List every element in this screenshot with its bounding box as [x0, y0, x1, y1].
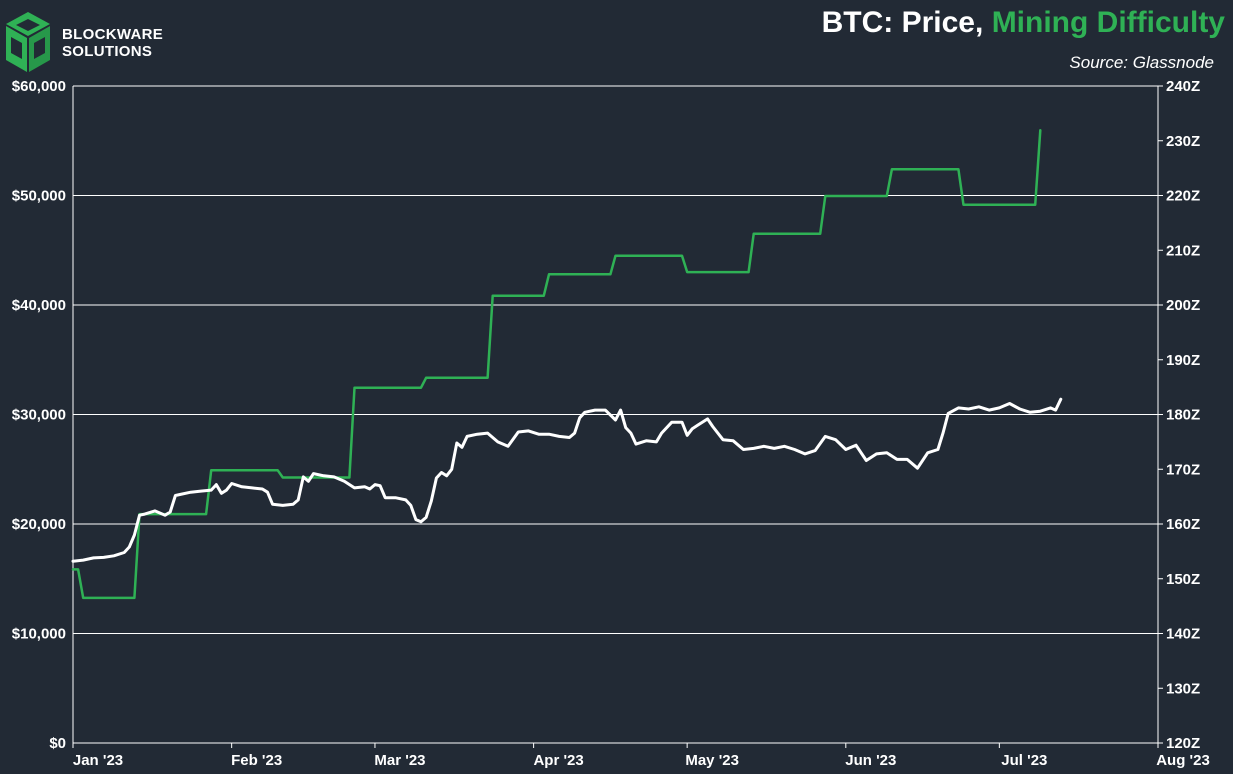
y-right-tick-label: 140Z: [1166, 626, 1200, 643]
y-right-tick-label: 130Z: [1166, 680, 1200, 697]
price-line: [71, 397, 1063, 563]
y-left-tick-label: $40,000: [12, 297, 66, 314]
y-left-tick-label: $50,000: [12, 188, 66, 205]
x-tick-label: May '23: [685, 752, 739, 769]
y-right-tick-label: 120Z: [1166, 735, 1200, 752]
y-right-tick-label: 170Z: [1166, 461, 1200, 478]
y-left-tick-label: $0: [49, 735, 66, 752]
y-right-tick-label: 230Z: [1166, 133, 1200, 150]
source-note: Source: Glassnode: [1069, 53, 1214, 72]
x-tick-label: Mar '23: [374, 752, 425, 769]
y-left-tick-label: $20,000: [12, 516, 66, 533]
y-right-tick-label: 210Z: [1166, 242, 1200, 259]
y-right-tick-label: 180Z: [1166, 407, 1200, 424]
x-tick-label: Jul '23: [1001, 752, 1047, 769]
y-right-tick-label: 220Z: [1166, 188, 1200, 205]
y-left-tick-label: $60,000: [12, 78, 66, 95]
x-tick-label: Apr '23: [533, 752, 583, 769]
y-right-tick-label: 160Z: [1166, 516, 1200, 533]
y-left-tick-label: $30,000: [12, 407, 66, 424]
x-tick-label: Jan '23: [73, 752, 123, 769]
x-tick-label: Aug '23: [1156, 752, 1210, 769]
logo-mark: [6, 12, 50, 72]
title-highlight: Mining Difficulty: [991, 6, 1225, 39]
y-right-tick-label: 150Z: [1166, 571, 1200, 588]
difficulty-line: [71, 129, 1042, 600]
chart-title: BTC: Price, Mining Difficulty: [822, 6, 1225, 40]
y-right-tick-label: 190Z: [1166, 352, 1200, 369]
x-tick-label: Feb '23: [231, 752, 282, 769]
y-left-tick-label: $10,000: [12, 626, 66, 643]
y-right-tick-label: 240Z: [1166, 78, 1200, 95]
brand-line-1: BLOCKWARE: [62, 26, 164, 43]
title-main: BTC: Price,: [821, 6, 984, 39]
blockware-logo: [6, 12, 50, 72]
y-right-tick-label: 200Z: [1166, 297, 1200, 314]
x-tick-label: Jun '23: [845, 752, 896, 769]
brand-line-2: SOLUTIONS: [62, 43, 153, 60]
